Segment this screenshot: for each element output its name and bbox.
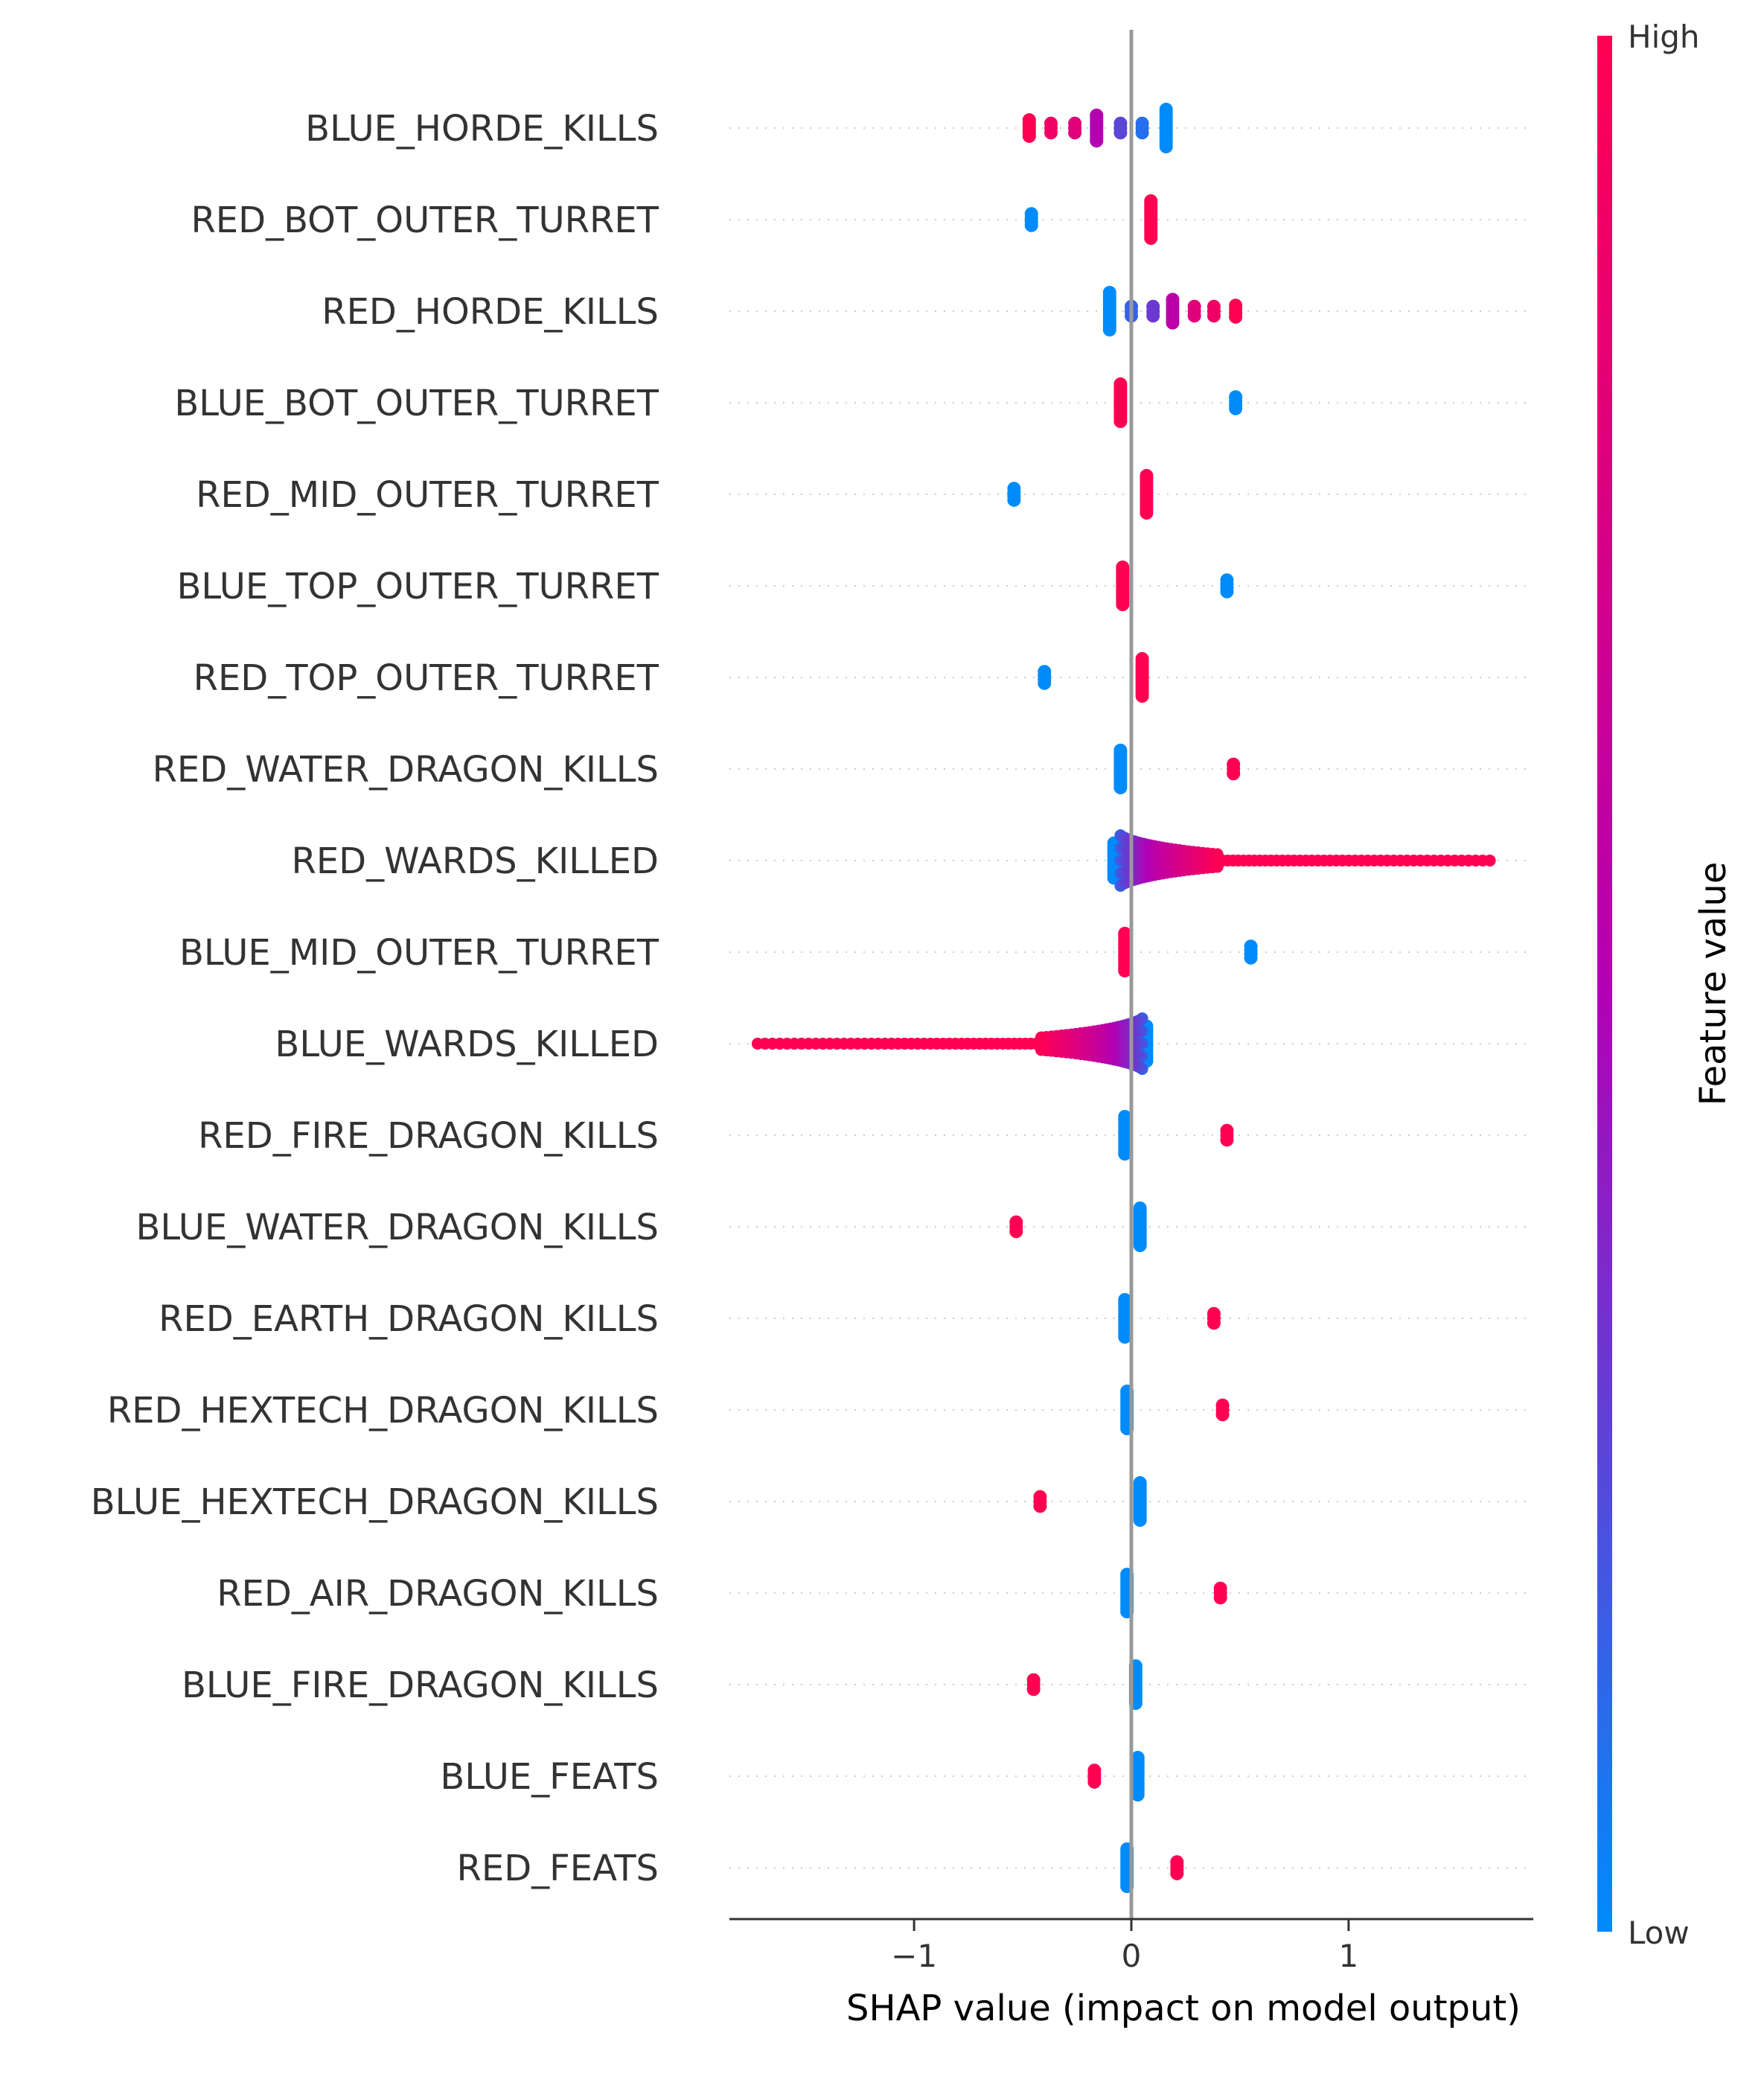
x-axis-title: SHAP value (impact on model output)	[846, 1988, 1521, 2029]
shap-point	[1159, 140, 1173, 153]
shap-point	[1135, 689, 1149, 703]
feature-label: RED_EARTH_DRAGON_KILLS	[159, 1298, 659, 1340]
shap-point	[1038, 676, 1052, 690]
shap-point	[1007, 493, 1021, 507]
shap-point	[1220, 584, 1234, 599]
x-tick-label: 1	[1339, 1938, 1359, 1974]
shap-point	[1033, 1499, 1047, 1513]
beeswarm-points	[751, 103, 1496, 1893]
feature-label: RED_BOT_OUTER_TURRET	[191, 200, 659, 241]
feature-rows: BLUE_HORDE_KILLS RED_BOT_OUTER_TURRET RED_…	[91, 108, 1533, 1889]
shap-point	[1118, 964, 1132, 977]
shap-point	[1090, 134, 1104, 148]
shap-point	[1244, 951, 1258, 965]
shap-point	[1118, 1330, 1132, 1344]
feature-label: RED_AIR_DRAGON_KILLS	[217, 1573, 659, 1615]
feature-label: BLUE_WARDS_KILLED	[275, 1024, 659, 1065]
shap-point	[1113, 415, 1128, 428]
shap-point	[1227, 767, 1241, 781]
feature-label: BLUE_MID_OUTER_TURRET	[179, 932, 659, 974]
shap-point	[1133, 1239, 1147, 1252]
shap-point	[1113, 126, 1128, 140]
feature-label: RED_HORDE_KILLS	[322, 291, 659, 333]
colorbar-high-label: High	[1628, 19, 1700, 55]
shap-point	[1229, 310, 1243, 324]
shap-point	[1187, 309, 1201, 323]
shap-point	[1144, 232, 1158, 245]
colorbar: High Low Feature value	[1597, 19, 1734, 1951]
shap-point	[751, 1038, 764, 1050]
shap-point	[1118, 1147, 1132, 1161]
colorbar-low-label: Low	[1628, 1915, 1690, 1951]
feature-label: RED_WATER_DRAGON_KILLS	[153, 749, 659, 791]
x-tick-label: −1	[891, 1938, 937, 1974]
feature-label: RED_FIRE_DRAGON_KILLS	[198, 1115, 659, 1157]
shap-point	[1135, 126, 1149, 140]
feature-label: RED_FEATS	[457, 1848, 659, 1889]
shap-point	[1131, 1788, 1145, 1801]
x-tick-label: 0	[1122, 1938, 1142, 1974]
feature-label: RED_TOP_OUTER_TURRET	[194, 657, 659, 699]
shap-point	[1113, 781, 1128, 794]
shap-point	[1009, 1225, 1023, 1239]
shap-point	[1207, 309, 1221, 323]
shap-point	[1483, 855, 1496, 866]
shap-point	[1022, 129, 1036, 143]
shap-point	[1102, 323, 1116, 336]
feature-label: RED_MID_OUTER_TURRET	[196, 474, 659, 516]
shap-point	[1170, 1866, 1184, 1880]
shap-point	[1087, 1775, 1102, 1789]
shap-point	[1116, 598, 1130, 611]
feature-label: RED_HEXTECH_DRAGON_KILLS	[107, 1390, 659, 1431]
feature-label: BLUE_WATER_DRAGON_KILLS	[135, 1207, 659, 1248]
shap-point	[1166, 316, 1180, 330]
colorbar-gradient	[1597, 36, 1612, 1932]
shap-point	[1044, 126, 1058, 140]
shap-point	[1215, 1408, 1230, 1422]
feature-label: BLUE_FIRE_DRAGON_KILLS	[182, 1664, 659, 1706]
shap-point	[1140, 506, 1154, 520]
feature-label: BLUE_HEXTECH_DRAGON_KILLS	[91, 1481, 659, 1523]
shap-point	[1229, 401, 1243, 415]
feature-label: BLUE_BOT_OUTER_TURRET	[174, 383, 659, 424]
shap-point	[1068, 126, 1082, 140]
colorbar-title: Feature value	[1693, 862, 1734, 1106]
shap-point	[1220, 1133, 1234, 1147]
feature-label: RED_WARDS_KILLED	[292, 840, 659, 882]
shap-point	[1026, 1682, 1041, 1697]
x-axis: −1 0 1	[729, 1918, 1533, 1974]
shap-point	[1207, 1316, 1221, 1330]
feature-label: BLUE_FEATS	[440, 1756, 659, 1798]
shap-point	[1133, 1513, 1147, 1527]
shap-point	[1146, 309, 1160, 323]
shap-point	[1213, 1591, 1227, 1605]
feature-label: BLUE_TOP_OUTER_TURRET	[176, 566, 659, 607]
shap-point	[1024, 218, 1038, 232]
feature-label: BLUE_HORDE_KILLS	[305, 108, 659, 150]
